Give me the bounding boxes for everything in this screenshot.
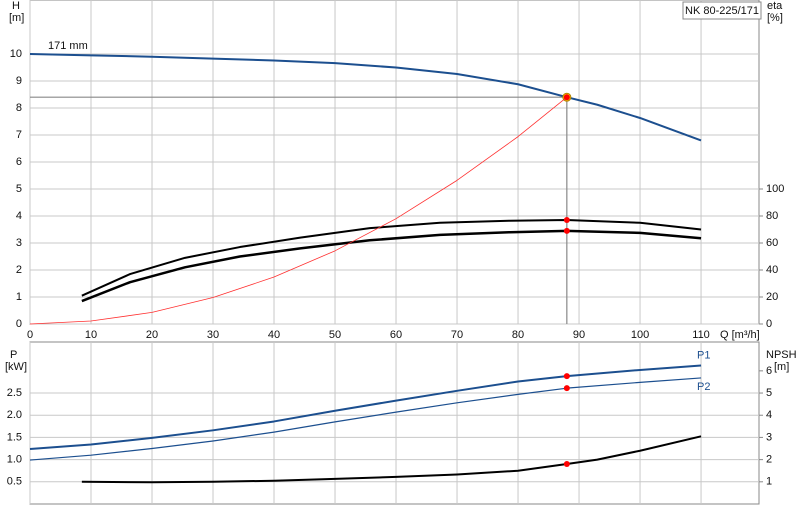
curve	[29, 53, 702, 142]
y2-tick-label: 0	[766, 318, 772, 330]
y2-tick-label: 1	[766, 476, 772, 488]
y2-tick-label: 20	[766, 291, 778, 303]
y-tick-label: 2.5	[7, 387, 22, 399]
y2-tick-label: 3	[766, 431, 772, 443]
x-tick-label: 10	[85, 329, 97, 341]
plot-area	[29, 341, 760, 505]
curve	[29, 96, 568, 325]
series-label: 171 mm	[48, 40, 88, 52]
y-tick-label: 5	[16, 183, 22, 195]
y2-tick-label: 80	[766, 210, 778, 222]
y-tick-label: 4	[16, 210, 22, 222]
chart-title: NK 80-225/171	[685, 5, 759, 17]
x-tick-label: 50	[329, 329, 341, 341]
y2-tick-label: 60	[766, 237, 778, 249]
x-tick-label: 20	[146, 329, 158, 341]
plot-layer: 0 10 20 30 40 50 60 70 80 90 100 110012345678910020…	[7, 0, 784, 505]
y-tick-label: 1.0	[7, 454, 22, 466]
x-tick-label: 100	[631, 329, 649, 341]
x-tick-label: 30	[207, 329, 219, 341]
y-tick-label: 2	[16, 264, 22, 276]
series-label: P1	[697, 349, 710, 361]
curve	[29, 364, 702, 450]
title-box	[682, 1, 762, 20]
curve	[81, 229, 702, 303]
x-tick-label: 60	[390, 329, 402, 341]
y2-axis-label: NPSH	[766, 349, 797, 361]
y2-tick-label: 6	[766, 365, 772, 377]
y2-tick-label: 4	[766, 409, 772, 421]
duty-point	[563, 385, 570, 392]
curve	[81, 435, 702, 484]
y-tick-label: 3	[16, 237, 22, 249]
y-axis-label: H	[12, 0, 20, 12]
y-tick-label: 6	[16, 156, 22, 168]
y-axis-unit: [kW]	[5, 361, 27, 373]
y2-tick-label: 2	[766, 454, 772, 466]
y-tick-label: 0.5	[7, 476, 22, 488]
y-axis-unit: [m]	[9, 12, 24, 24]
x-tick-label: 110	[692, 329, 710, 341]
y2-tick-label: 40	[766, 264, 778, 276]
y2-axis-unit: [%]	[767, 12, 783, 24]
y-tick-label: 2.0	[7, 409, 22, 421]
y-axis-label: P	[10, 349, 17, 361]
duty-point	[563, 217, 570, 224]
x-tick-label: 70	[451, 329, 463, 341]
y-tick-label: 10	[10, 48, 22, 60]
x-tick-label: 40	[268, 329, 280, 341]
duty-point	[563, 461, 570, 468]
x-tick-label: 90	[573, 329, 585, 341]
y-tick-label: 0	[16, 318, 22, 330]
duty-point	[563, 227, 570, 234]
curve	[29, 377, 702, 461]
series-label: P2	[697, 381, 710, 393]
y2-axis-unit: [m]	[774, 361, 789, 373]
y-tick-label: 7	[16, 129, 22, 141]
y2-axis-label: eta	[767, 0, 783, 12]
y-tick-label: 8	[16, 102, 22, 114]
x-axis-label: Q [m³/h]	[720, 329, 760, 341]
curve	[81, 219, 702, 297]
y2-tick-label: 100	[766, 183, 784, 195]
y-tick-label: 1	[16, 291, 22, 303]
y2-tick-label: 5	[766, 387, 772, 399]
x-tick-label: 0	[27, 329, 33, 341]
duty-point	[563, 94, 570, 101]
x-tick-label: 80	[512, 329, 524, 341]
duty-point	[563, 373, 570, 380]
y-tick-label: 9	[16, 75, 22, 87]
y-tick-label: 1.5	[7, 431, 22, 443]
